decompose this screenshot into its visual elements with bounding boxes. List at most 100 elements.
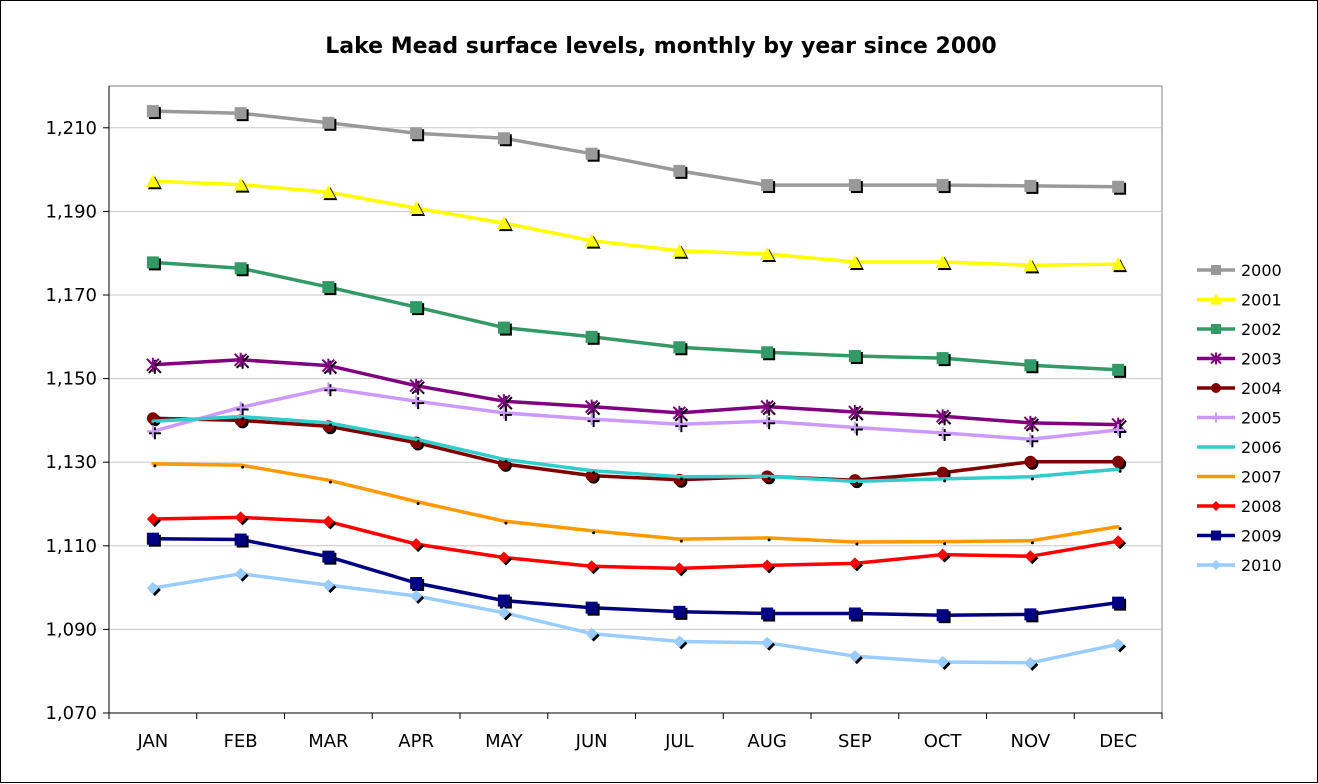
- data-point: [410, 577, 423, 590]
- data-point: [410, 589, 423, 602]
- marker-shadow: [328, 423, 332, 427]
- data-point: [146, 256, 159, 269]
- data-point: [409, 378, 423, 393]
- data-point: [585, 560, 598, 573]
- series-2001: [145, 174, 1128, 274]
- data-point: [322, 281, 335, 294]
- data-point: [410, 127, 423, 140]
- data-point: [848, 650, 861, 663]
- series-2008: [146, 511, 1127, 577]
- marker-shadow: [679, 477, 683, 481]
- data-point: [847, 254, 862, 268]
- marker-shadow: [153, 421, 157, 425]
- data-point: [409, 201, 424, 215]
- marker-shadow: [412, 397, 425, 410]
- data-point: [1211, 324, 1221, 334]
- data-point: [936, 426, 949, 439]
- x-tick-label: NOV: [1011, 731, 1051, 752]
- data-point: [146, 425, 159, 438]
- data-point: [848, 350, 861, 363]
- legend-entry-2010: 2010: [1197, 556, 1282, 575]
- data-point: [497, 606, 510, 619]
- data-point: [239, 463, 243, 467]
- data-point: [1028, 539, 1032, 543]
- marker-shadow: [850, 423, 863, 436]
- legend-label: 2004: [1241, 379, 1282, 398]
- data-point: [146, 532, 159, 545]
- legend-label: 2006: [1241, 438, 1282, 457]
- data-point: [1116, 525, 1120, 529]
- data-point: [677, 475, 681, 479]
- data-point: [502, 457, 506, 461]
- y-tick-label: 1,090: [45, 619, 97, 640]
- x-tick-label: MAR: [308, 731, 348, 752]
- marker-shadow: [767, 476, 771, 480]
- marker-shadow: [416, 501, 420, 505]
- legend-label: 2001: [1241, 291, 1282, 310]
- marker-shadow: [328, 480, 332, 484]
- data-point: [234, 533, 247, 546]
- series-2005: [146, 382, 1127, 448]
- legend-label: 2003: [1241, 350, 1282, 369]
- x-tick-label: FEB: [224, 731, 258, 752]
- marker-shadow: [1030, 541, 1034, 545]
- y-tick-label: 1,110: [45, 536, 97, 557]
- data-point: [585, 330, 598, 343]
- series-2006: [151, 414, 1122, 485]
- data-point: [1211, 383, 1221, 393]
- series-2007: [151, 462, 1122, 546]
- data-point: [673, 605, 686, 618]
- data-point: [239, 415, 243, 419]
- data-point: [1211, 265, 1221, 275]
- data-point: [146, 582, 159, 595]
- data-point: [496, 216, 511, 230]
- marker-shadow: [938, 428, 951, 441]
- data-point: [502, 519, 506, 523]
- x-tick-label: JAN: [136, 731, 168, 752]
- data-point: [1024, 550, 1037, 563]
- series-line: [152, 536, 1119, 617]
- legend-entry-2008: 2008: [1197, 497, 1282, 516]
- data-point: [322, 579, 335, 592]
- data-point: [1023, 415, 1038, 430]
- marker-shadow: [679, 539, 683, 543]
- data-point: [584, 399, 599, 414]
- legend-label: 2005: [1241, 409, 1282, 428]
- data-point: [848, 405, 862, 420]
- data-point: [1211, 501, 1221, 511]
- marker-shadow: [241, 417, 245, 421]
- series-line: [152, 109, 1119, 189]
- data-point: [765, 474, 769, 478]
- marker-shadow: [675, 420, 688, 433]
- data-point: [497, 594, 510, 607]
- data-point: [761, 346, 774, 359]
- data-point: [326, 421, 330, 425]
- data-point: [151, 462, 155, 466]
- data-point: [853, 540, 857, 544]
- data-point: [1112, 638, 1125, 651]
- y-tick-label: 1,070: [45, 703, 97, 724]
- legend-entry-2004: 2004: [1197, 379, 1282, 398]
- data-point: [761, 636, 774, 649]
- data-point: [1112, 596, 1125, 609]
- data-point: [234, 262, 247, 275]
- data-point: [848, 607, 861, 620]
- data-point: [936, 466, 949, 479]
- data-point: [761, 179, 774, 192]
- data-point: [941, 477, 945, 481]
- data-point: [590, 469, 594, 473]
- data-point: [1210, 293, 1222, 305]
- series-line: [152, 386, 1119, 441]
- x-tick-label: DEC: [1099, 731, 1137, 752]
- data-point: [1112, 535, 1125, 548]
- data-point: [765, 536, 769, 540]
- x-tick-label: APR: [398, 731, 434, 752]
- data-point: [326, 478, 330, 482]
- marker-shadow: [943, 542, 947, 546]
- data-point: [414, 437, 418, 441]
- data-point: [584, 233, 599, 247]
- series-2004: [146, 412, 1127, 489]
- y-tick-label: 1,170: [45, 285, 97, 306]
- data-point: [585, 413, 598, 426]
- data-point: [761, 415, 774, 428]
